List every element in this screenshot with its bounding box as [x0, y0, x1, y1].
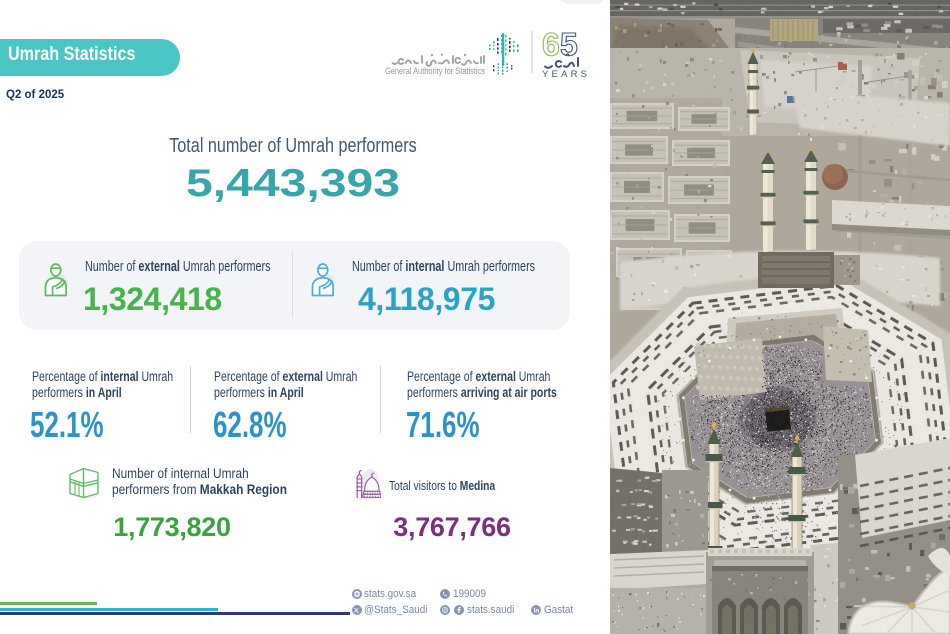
svg-text:5: 5 [560, 27, 578, 63]
svg-text:6: 6 [542, 27, 560, 63]
svg-text:General Authority for Statisti: General Authority for Statistics [385, 66, 485, 76]
svg-text:YEARS: YEARS [542, 69, 590, 80]
